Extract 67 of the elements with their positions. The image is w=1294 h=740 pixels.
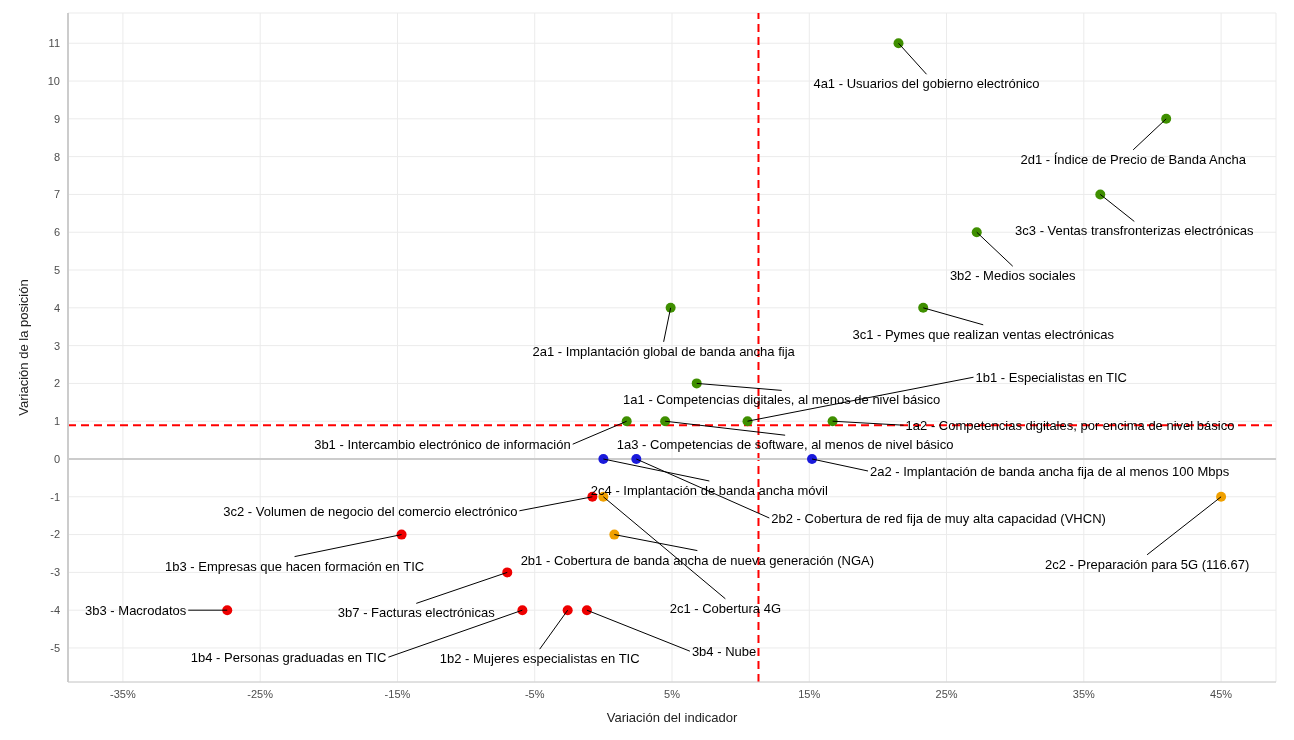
point <box>621 416 632 427</box>
x-tick-label: -5% <box>524 687 545 700</box>
annotation: 2a2 - Implantación de banda ancha fija de al menos 100 Mbps <box>870 464 1230 479</box>
y-tick-label: 3 <box>53 339 60 352</box>
y-tick-label: 10 <box>47 74 60 87</box>
point <box>827 416 838 427</box>
point <box>581 605 592 616</box>
point <box>1095 189 1106 200</box>
x-tick-label: 15% <box>798 687 821 700</box>
annotation: 3b2 - Medios sociales <box>949 268 1077 284</box>
y-tick-label: 5 <box>53 263 60 276</box>
y-tick-label: 7 <box>53 188 60 201</box>
y-tick-label: 8 <box>53 150 60 163</box>
y-tick-label: -2 <box>50 528 60 541</box>
point <box>893 38 904 49</box>
y-axis-title: Variación de la posición <box>15 279 31 416</box>
point <box>1161 113 1172 124</box>
point <box>222 605 233 616</box>
annotation: 2b2 - Cobertura de red fija de muy alta capacidad (VHCN) <box>771 511 1106 526</box>
annotation: 3b4 - Nube <box>691 644 757 660</box>
y-tick-label: 4 <box>53 301 60 314</box>
point <box>742 416 753 427</box>
x-axis-title: Variación del indicador <box>606 710 738 725</box>
annotation: 2c2 - Preparación para 5G (116.67) <box>1044 556 1250 572</box>
annotation: 1b1 - Especialistas en TIC <box>975 370 1127 386</box>
y-tick-label: 1 <box>53 415 60 428</box>
y-tick-label: 11 <box>48 37 60 50</box>
annotation: 2a1 - Implantación global de banda ancha fija <box>532 343 796 359</box>
annotation: 1b3 - Empresas que hacen formación en TIC <box>164 558 425 574</box>
point <box>918 302 929 313</box>
annotation: 3b7 - Facturas electrónicas <box>337 605 496 621</box>
point <box>562 605 573 616</box>
x-tick-label: -35% <box>110 687 136 700</box>
point <box>971 227 982 238</box>
x-tick-label: -25% <box>247 687 274 700</box>
annotation: 2c1 - Cobertura 4G <box>669 600 781 616</box>
y-tick-label: 9 <box>53 112 60 125</box>
x-tick-label: 35% <box>1072 687 1096 700</box>
annotation: 4a1 - Usuarios del gobierno electrónico <box>813 76 1040 92</box>
point <box>807 454 818 464</box>
y-tick-label: -1 <box>50 490 60 503</box>
x-tick-label: 45% <box>1210 687 1233 700</box>
point <box>502 567 513 578</box>
point <box>1216 491 1227 502</box>
y-tick-label: 6 <box>53 226 60 239</box>
annotation: 1b2 - Mujeres especialistas en TIC <box>439 651 640 667</box>
y-tick-label: -4 <box>50 604 60 617</box>
point <box>660 416 671 427</box>
x-tick-label: 25% <box>935 687 958 700</box>
y-tick-label: -5 <box>50 641 60 654</box>
annotation: 3b3 - Macrodatos <box>85 603 187 619</box>
y-tick-label: 2 <box>53 377 60 390</box>
point <box>598 454 609 464</box>
annotation: 1b4 - Personas graduadas en TIC <box>190 650 387 666</box>
annotation: 3c3 - Ventas transfronterizas electrónicas <box>1015 223 1255 239</box>
annotation: 1a3 - Competencias de software, al menos de nivel básico <box>616 437 954 453</box>
y-tick-label: -3 <box>50 566 60 579</box>
point <box>517 605 528 616</box>
point <box>691 378 702 389</box>
annotation: 2d1 - Índice de Precio de Banda Ancha <box>1020 151 1247 167</box>
x-tick-label: 5% <box>664 687 681 700</box>
x-tick-label: -15% <box>384 687 411 700</box>
annotation: 3c1 - Pymes que realizan ventas electrónicas <box>852 326 1115 342</box>
point <box>631 454 642 464</box>
y-tick-label: 0 <box>53 452 60 465</box>
annotation: 3b1 - Intercambio electrónico de información <box>314 437 571 453</box>
annotation: 3c2 - Volumen de negocio del comercio electrónico <box>223 503 518 519</box>
